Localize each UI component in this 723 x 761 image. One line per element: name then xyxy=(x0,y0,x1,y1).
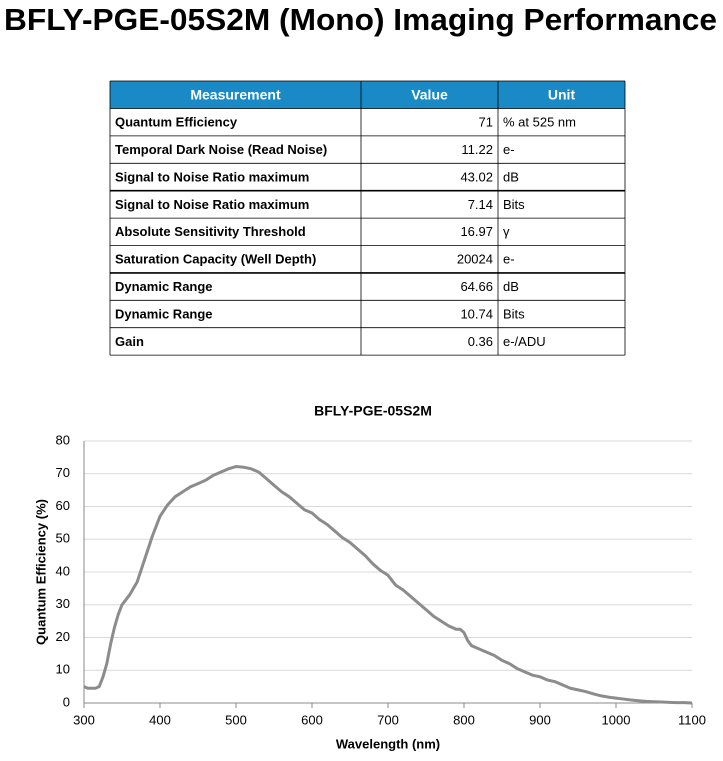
x-tick-label: 800 xyxy=(453,712,475,727)
measurement-cell: Gain xyxy=(115,334,144,349)
x-tick-label: 1000 xyxy=(602,712,631,727)
x-tick-label: 1100 xyxy=(678,712,706,727)
y-tick-label: 60 xyxy=(56,498,70,513)
y-tick-label: 30 xyxy=(56,596,70,611)
y-tick-label: 0 xyxy=(63,694,70,709)
unit-cell: e- xyxy=(503,142,515,157)
x-axis-label: Wavelength (nm) xyxy=(336,736,440,751)
unit-cell: % at 525 nm xyxy=(503,115,576,130)
x-tick-label: 500 xyxy=(225,712,247,727)
value-cell: 11.22 xyxy=(461,142,493,157)
y-tick-label: 20 xyxy=(56,629,70,644)
y-tick-label: 40 xyxy=(56,563,70,578)
x-tick-label: 400 xyxy=(149,712,171,727)
value-cell: 64.66 xyxy=(460,279,493,294)
x-tick-label: 900 xyxy=(529,712,551,727)
measurement-cell: Signal to Noise Ratio maximum xyxy=(115,169,309,184)
y-tick-label: 50 xyxy=(56,531,70,546)
value-cell: 10.74 xyxy=(460,306,493,321)
y-tick-label: 10 xyxy=(56,662,70,677)
measurement-cell: Temporal Dark Noise (Read Noise) xyxy=(115,142,327,157)
x-tick-label: 600 xyxy=(301,712,323,727)
header-cell: Measurement xyxy=(190,86,281,102)
measurement-cell: Dynamic Range xyxy=(115,279,213,294)
chart-title: BFLY-PGE-05S2M xyxy=(314,403,432,419)
unit-cell: dB xyxy=(503,279,519,294)
value-cell: 7.14 xyxy=(468,197,493,212)
value-cell: 71 xyxy=(479,115,493,130)
value-cell: 43.02 xyxy=(460,169,493,184)
x-tick-label: 300 xyxy=(73,712,95,727)
unit-cell: Bits xyxy=(503,197,525,212)
unit-cell: Bits xyxy=(503,306,525,321)
y-axis-label: Quantum Efficiency (%) xyxy=(33,499,48,645)
unit-cell: e- xyxy=(503,252,515,267)
x-tick-label: 700 xyxy=(377,712,399,727)
measurement-cell: Absolute Sensitivity Threshold xyxy=(115,224,306,239)
header-cell: Unit xyxy=(548,86,576,102)
unit-cell: dB xyxy=(503,169,519,184)
qe-line xyxy=(83,465,693,705)
measurement-cell: Signal to Noise Ratio maximum xyxy=(115,197,309,212)
table-header xyxy=(110,81,625,109)
y-tick-label: 80 xyxy=(56,432,70,447)
header-cell: Value xyxy=(411,86,448,102)
value-cell: 16.97 xyxy=(460,224,493,239)
value-cell: 20024 xyxy=(457,252,493,267)
value-cell: 0.36 xyxy=(468,334,493,349)
measurement-cell: Saturation Capacity (Well Depth) xyxy=(115,252,316,267)
y-tick-label: 70 xyxy=(56,465,70,480)
measurement-cell: Quantum Efficiency xyxy=(115,115,238,130)
measurement-cell: Dynamic Range xyxy=(115,306,213,321)
unit-cell: e-/ADU xyxy=(503,334,546,349)
unit-cell: γ xyxy=(503,224,510,239)
page-title: BFLY-PGE-05S2M (Mono) Imaging Performanc… xyxy=(4,2,717,37)
